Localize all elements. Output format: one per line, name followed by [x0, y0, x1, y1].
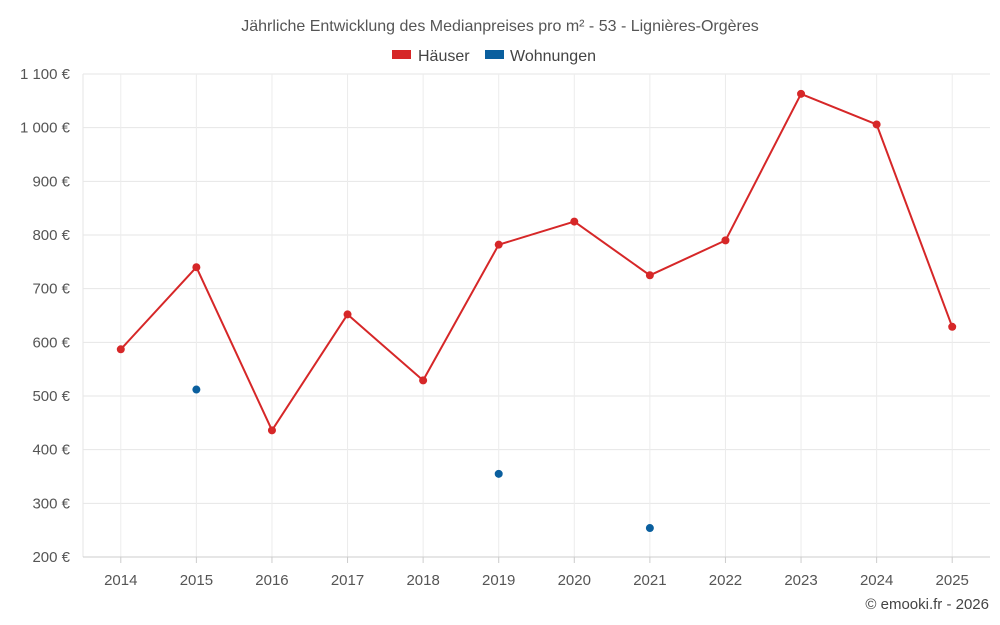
legend: Häuser Wohnungen — [392, 48, 596, 65]
x-tick-label: 2020 — [558, 572, 591, 589]
x-tick-label: 2018 — [406, 572, 439, 589]
x-tick-label: 2014 — [104, 572, 137, 589]
legend-item-wohnungen[interactable]: Wohnungen — [485, 48, 596, 65]
x-tick-label: 2022 — [709, 572, 742, 589]
x-tick-label: 2017 — [331, 572, 364, 589]
x-tick-label: 2015 — [180, 572, 213, 589]
data-point-haeuser-2016[interactable] — [267, 426, 276, 435]
legend-label-wohnungen: Wohnungen — [510, 48, 596, 65]
data-point-haeuser-2015[interactable] — [192, 263, 201, 272]
legend-label-haeuser: Häuser — [418, 48, 470, 65]
data-point-wohnungen-2019[interactable] — [494, 469, 503, 478]
data-point-haeuser-2024[interactable] — [872, 120, 881, 129]
data-point-wohnungen-2021[interactable] — [645, 524, 654, 533]
data-point-haeuser-2019[interactable] — [494, 240, 503, 249]
legend-swatch-haeuser — [392, 50, 411, 59]
y-tick-label: 1 000 € — [20, 120, 71, 137]
y-tick-label: 500 € — [32, 388, 70, 405]
data-point-haeuser-2025[interactable] — [948, 322, 957, 331]
data-point-haeuser-2022[interactable] — [721, 236, 730, 245]
y-tick-label: 300 € — [32, 495, 70, 512]
data-point-haeuser-2020[interactable] — [570, 217, 579, 226]
legend-swatch-wohnungen — [485, 50, 504, 59]
data-point-haeuser-2014[interactable] — [116, 345, 125, 354]
y-tick-label: 900 € — [32, 173, 70, 190]
data-point-haeuser-2018[interactable] — [419, 376, 428, 385]
y-axis: 200 € 300 € 400 € 500 € 600 € 700 € 800 € 900 €… — [20, 66, 71, 566]
x-tick-label: 2016 — [255, 572, 288, 589]
x-tick-label: 2023 — [784, 572, 817, 589]
y-tick-label: 700 € — [32, 281, 70, 298]
x-tick-label: 2025 — [936, 572, 969, 589]
chart-title: Jährliche Entwicklung des Medianpreises … — [241, 18, 759, 35]
data-point-haeuser-2023[interactable] — [797, 89, 806, 98]
y-tick-label: 400 € — [32, 442, 70, 459]
y-tick-label: 600 € — [32, 334, 70, 351]
data-point-wohnungen-2015[interactable] — [192, 385, 201, 394]
y-tick-label: 800 € — [32, 227, 70, 244]
legend-item-haeuser[interactable]: Häuser — [392, 48, 470, 65]
data-point-haeuser-2017[interactable] — [343, 310, 352, 319]
credit: © emooki.fr - 2026 — [865, 596, 989, 613]
y-tick-label: 200 € — [32, 549, 70, 566]
data-point-haeuser-2021[interactable] — [645, 271, 654, 280]
x-tick-label: 2024 — [860, 572, 893, 589]
x-axis: 2014 2015 2016 2017 2018 2019 2020 2021 2022 2023… — [83, 556, 990, 589]
series-line-haeuser — [120, 92, 954, 432]
y-tick-label: 1 100 € — [20, 66, 71, 83]
series-layer — [116, 89, 957, 533]
x-tick-label: 2019 — [482, 572, 515, 589]
x-tick-label: 2021 — [633, 572, 666, 589]
